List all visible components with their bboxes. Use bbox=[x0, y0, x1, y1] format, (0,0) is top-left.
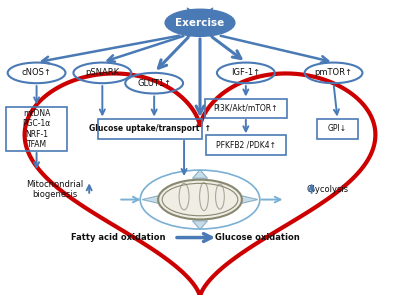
Polygon shape bbox=[192, 221, 208, 229]
Text: pmTOR↑: pmTOR↑ bbox=[314, 68, 352, 77]
Text: Fatty acid oxidation: Fatty acid oxidation bbox=[71, 233, 166, 242]
Text: IGF-1↑: IGF-1↑ bbox=[231, 68, 260, 77]
Polygon shape bbox=[169, 17, 183, 21]
Ellipse shape bbox=[158, 180, 242, 219]
Polygon shape bbox=[25, 73, 375, 296]
Text: Mitochondrial
biogenesis: Mitochondrial biogenesis bbox=[26, 180, 83, 199]
Text: PFKFB2 /PDK4↑: PFKFB2 /PDK4↑ bbox=[216, 141, 276, 149]
Polygon shape bbox=[142, 196, 159, 203]
Text: pSNARK: pSNARK bbox=[85, 68, 120, 77]
Polygon shape bbox=[241, 196, 258, 203]
Polygon shape bbox=[217, 17, 231, 21]
Text: GLUT1↑: GLUT1↑ bbox=[137, 79, 171, 88]
Text: Glucose uptake/transport  ↑: Glucose uptake/transport ↑ bbox=[89, 124, 211, 133]
Polygon shape bbox=[187, 8, 196, 15]
Ellipse shape bbox=[165, 9, 235, 36]
Text: Glycolysis: Glycolysis bbox=[306, 185, 349, 194]
Text: PI3K/Akt/mTOR↑: PI3K/Akt/mTOR↑ bbox=[214, 104, 278, 113]
Text: mtDNA
PGC-1α
NRF-1
TFAM: mtDNA PGC-1α NRF-1 TFAM bbox=[22, 109, 51, 149]
Polygon shape bbox=[192, 170, 208, 178]
Text: GPI↓: GPI↓ bbox=[328, 124, 347, 133]
Polygon shape bbox=[217, 25, 231, 29]
Text: cNOS↑: cNOS↑ bbox=[22, 68, 52, 77]
Text: Exercise: Exercise bbox=[175, 18, 225, 28]
Polygon shape bbox=[204, 8, 213, 15]
Polygon shape bbox=[169, 25, 183, 29]
Polygon shape bbox=[204, 31, 213, 38]
Text: Glucose oxidation: Glucose oxidation bbox=[216, 233, 300, 242]
Polygon shape bbox=[187, 31, 196, 38]
